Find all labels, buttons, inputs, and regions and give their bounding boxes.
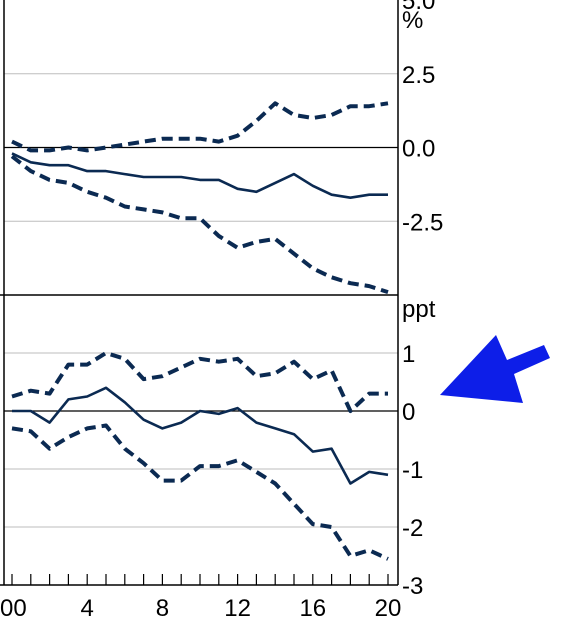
bottom-y-tick-label: -2 [402,515,423,542]
top-panel: 5.0 2.5 0.0 -2.5% [4,0,443,295]
top-series-line-1 [11,152,388,199]
top-series-line-2 [11,101,389,153]
bottom-panel: 1 0 -1 -2 -3 ppt [4,296,436,600]
top-y-tick-label: 2.5 [402,62,435,89]
arrow-icon [440,335,550,403]
x-tick-label: 8 [156,595,169,622]
x-tick-label: 00 [0,595,27,622]
bottom-y-tick-label: -1 [402,457,423,484]
bottom-series-line-2 [11,351,388,413]
arrow-annotation [440,335,550,403]
bottom-unit-label: ppt [402,296,436,323]
top-unit-label: % [402,7,423,34]
bottom-y-tick-label: 1 [402,341,415,368]
x-tick-label: 20 [375,595,402,622]
bottom-series-line-1 [12,386,389,485]
bottom-series-line-3 [11,423,389,561]
top-series-line-3 [10,154,389,295]
x-tick-label: 16 [299,595,326,622]
x-tick-label: 12 [224,595,251,622]
top-y-tick-label: 0.0 [402,136,435,163]
top-y-tick-label: 5.0 [402,0,435,15]
x-tick-label: 4 [81,595,94,622]
top-y-tick-label: -2.5 [402,209,443,236]
chart-frame: 00 4 8 12 16 20 [0,0,401,622]
bottom-y-tick-label: 0 [402,399,415,426]
bottom-y-tick-label: -3 [402,573,423,600]
